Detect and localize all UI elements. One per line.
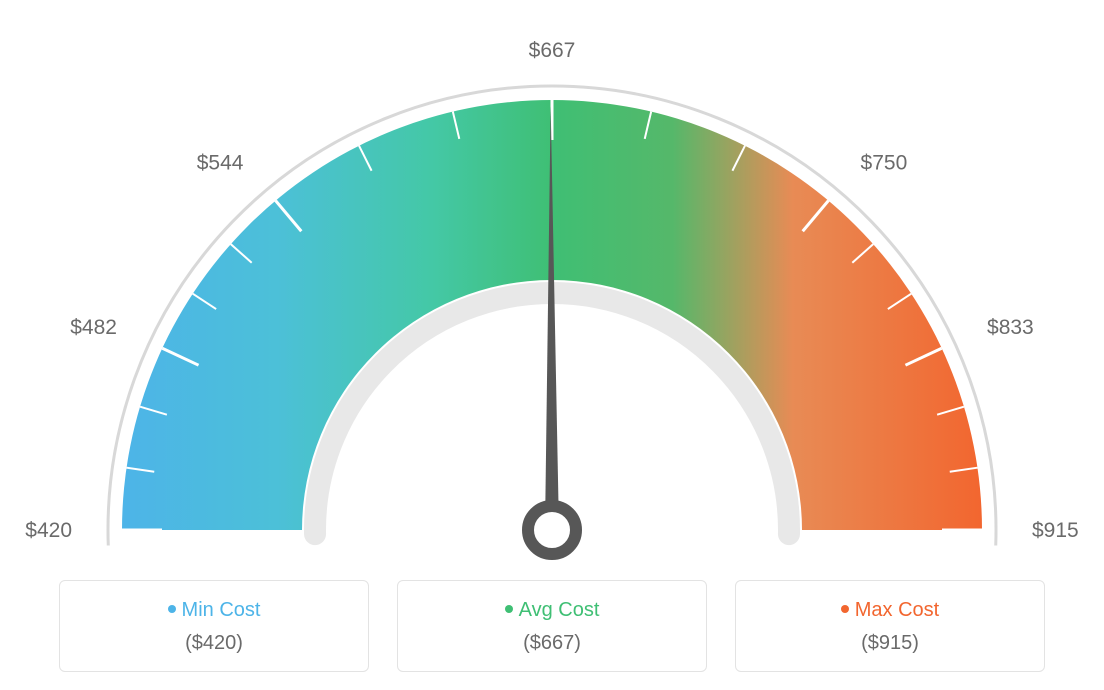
svg-text:$420: $420	[25, 519, 72, 542]
svg-text:$915: $915	[1032, 519, 1079, 542]
legend-value-avg: ($667)	[408, 632, 696, 655]
legend-title-min-text: Min Cost	[182, 599, 261, 621]
gauge-chart: $420 $482 $544 $667 $750 $833 $915	[0, 0, 1104, 570]
legend-title-avg: Avg Cost	[408, 599, 696, 622]
gauge-svg: $420 $482 $544 $667 $750 $833 $915	[0, 0, 1104, 570]
dot-icon	[505, 605, 513, 613]
svg-text:$833: $833	[987, 316, 1034, 339]
legend-card-avg: Avg Cost ($667)	[397, 580, 707, 672]
legend-title-max: Max Cost	[746, 599, 1034, 622]
legend-title-min: Min Cost	[70, 599, 358, 622]
svg-text:$482: $482	[70, 316, 117, 339]
dot-icon	[168, 605, 176, 613]
legend-title-max-text: Max Cost	[855, 599, 939, 621]
dot-icon	[841, 605, 849, 613]
legend-value-min: ($420)	[70, 632, 358, 655]
legend-row: Min Cost ($420) Avg Cost ($667) Max Cost…	[0, 580, 1104, 672]
svg-text:$667: $667	[529, 39, 576, 62]
legend-card-max: Max Cost ($915)	[735, 580, 1045, 672]
legend-title-avg-text: Avg Cost	[519, 599, 600, 621]
legend-card-min: Min Cost ($420)	[59, 580, 369, 672]
svg-text:$544: $544	[197, 151, 244, 174]
legend-value-max: ($915)	[746, 632, 1034, 655]
svg-text:$750: $750	[861, 151, 908, 174]
